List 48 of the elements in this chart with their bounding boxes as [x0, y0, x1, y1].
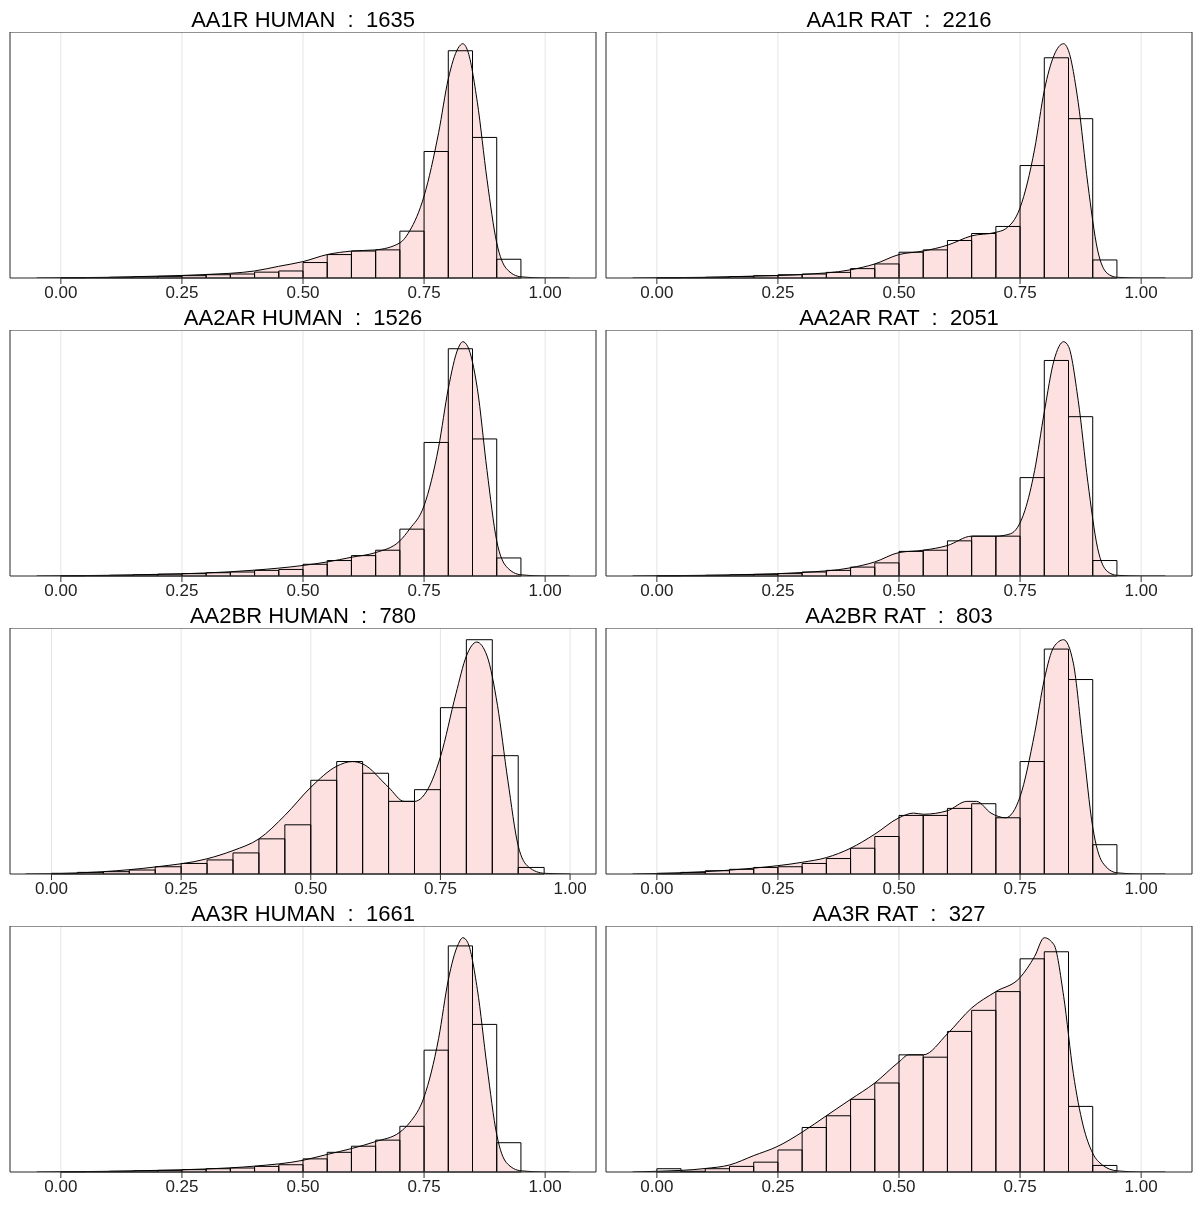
x-tick-label: 0.75 [1003, 879, 1037, 899]
x-tick-label: 1.00 [528, 1177, 562, 1197]
chart-title: AA2BR RAT : 803 [804, 603, 994, 628]
x-tick-label: 0.50 [294, 879, 328, 899]
x-tick-label: 0.25 [761, 283, 795, 303]
x-tick-label: 0.50 [882, 283, 916, 303]
x-tick-label: 0.75 [407, 581, 441, 601]
x-tick-label: 0.00 [640, 879, 674, 899]
x-tick-label: 0.00 [44, 1177, 78, 1197]
x-tick-label: 0.75 [1003, 581, 1037, 601]
x-tick-label: 1.00 [1124, 581, 1158, 601]
x-tick-label: 0.00 [34, 879, 69, 899]
chart-title: AA2AR HUMAN : 1526 [182, 305, 424, 330]
x-tick-label: 0.25 [761, 879, 795, 899]
x-tick-label: 0.50 [882, 581, 916, 601]
x-tick-label: 0.75 [423, 879, 457, 899]
x-tick-label: 1.00 [528, 283, 562, 303]
chart-title: AA1R RAT : 2216 [805, 7, 993, 32]
x-tick-label: 0.25 [761, 1177, 795, 1197]
x-tick-label: 0.50 [882, 879, 916, 899]
x-tick-label: 0.75 [1003, 283, 1037, 303]
x-tick-label: 0.00 [640, 1177, 674, 1197]
x-tick-label: 0.75 [1003, 1177, 1037, 1197]
x-tick-label: 0.00 [44, 283, 78, 303]
x-tick-label: 1.00 [1124, 1177, 1158, 1197]
x-tick-label: 0.50 [882, 1177, 916, 1197]
x-tick-label: 0.75 [407, 1177, 441, 1197]
x-tick-label: 0.75 [407, 283, 441, 303]
x-tick-label: 1.00 [528, 581, 562, 601]
x-tick-label: 1.00 [553, 879, 587, 899]
x-tick-label: 0.50 [286, 283, 320, 303]
x-tick-label: 0.00 [640, 581, 674, 601]
chart-title: AA1R HUMAN : 1635 [190, 7, 416, 32]
x-tick-label: 0.00 [640, 283, 674, 303]
chart-title: AA3R HUMAN : 1661 [190, 901, 416, 926]
x-tick-label: 0.50 [286, 1177, 320, 1197]
x-tick-label: 0.25 [164, 879, 198, 899]
x-tick-label: 0.00 [44, 581, 78, 601]
x-tick-label: 0.25 [761, 581, 795, 601]
chart-title: AA2AR RAT : 2051 [798, 305, 1000, 330]
x-tick-label: 1.00 [1124, 283, 1158, 303]
x-tick-label: 1.00 [1124, 879, 1158, 899]
x-tick-label: 0.25 [165, 1177, 199, 1197]
x-tick-label: 0.50 [286, 581, 320, 601]
x-tick-label: 0.25 [165, 581, 199, 601]
x-tick-label: 0.25 [165, 283, 199, 303]
chart-title: AA2BR HUMAN : 780 [188, 603, 418, 628]
chart-title: AA3R RAT : 327 [811, 901, 987, 926]
